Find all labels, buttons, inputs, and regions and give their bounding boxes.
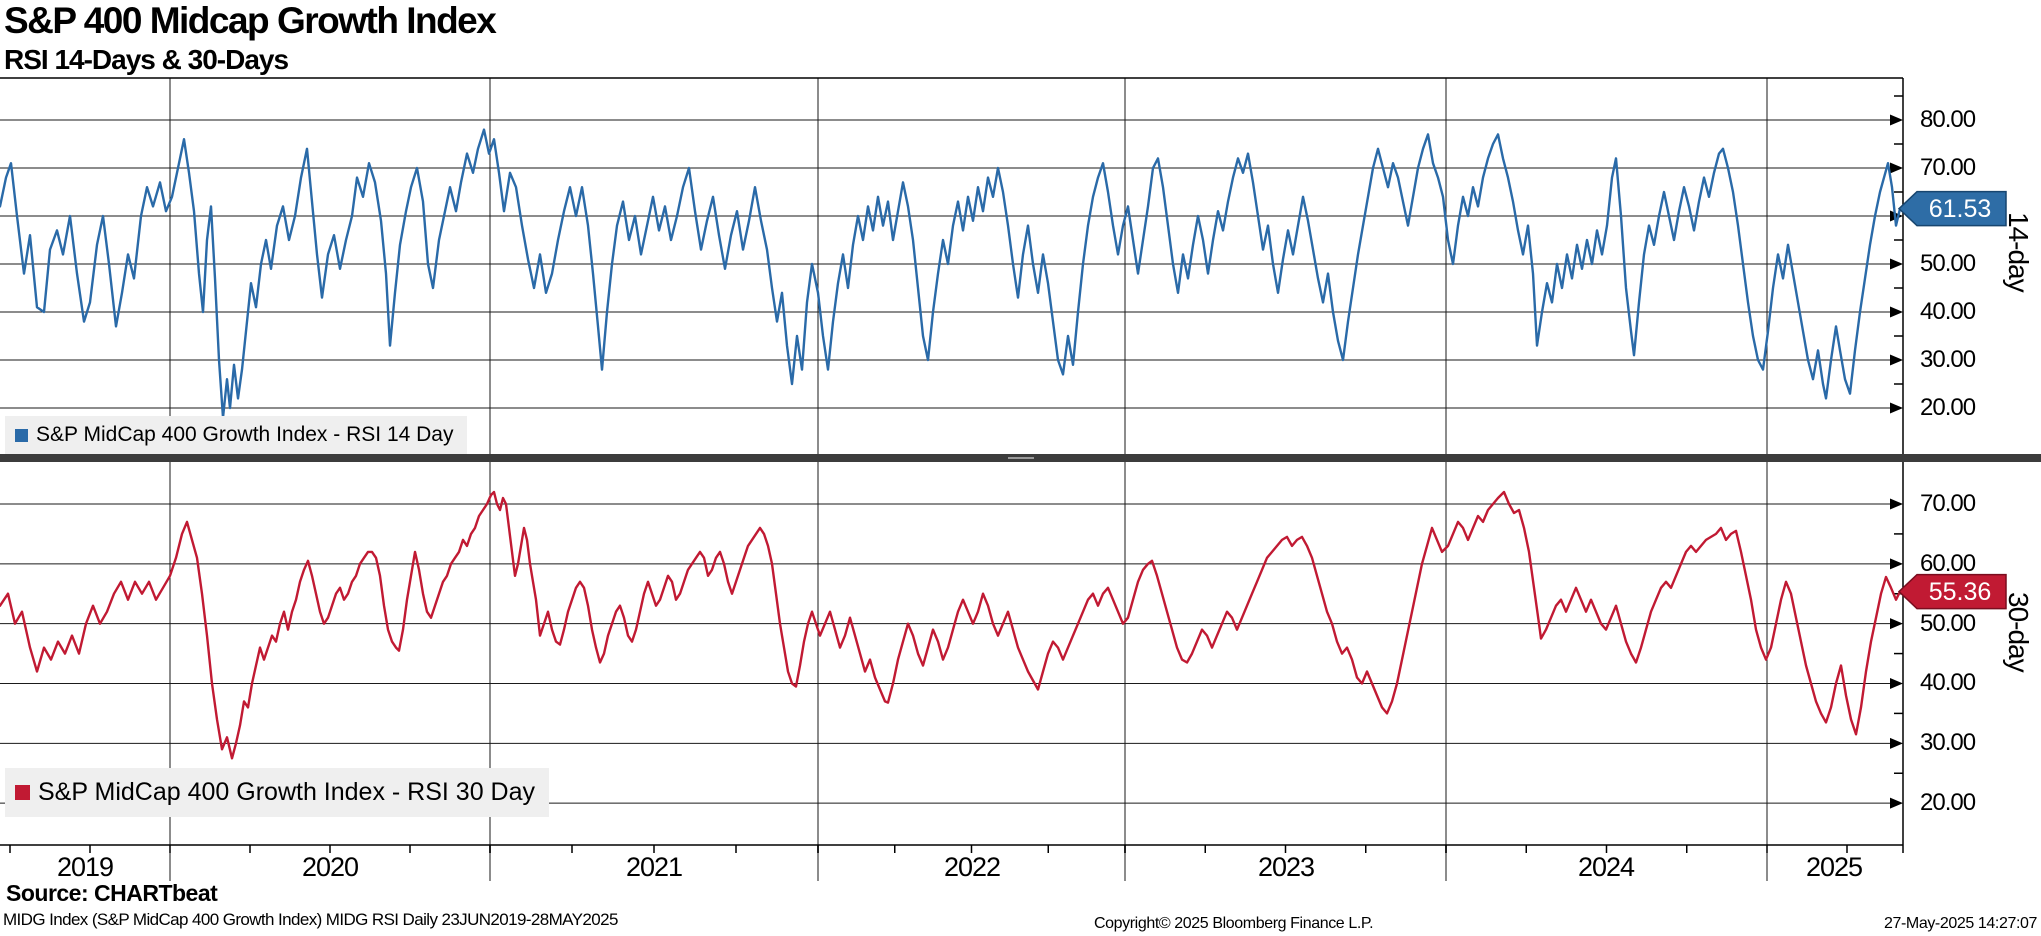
y-tick-label: 60.00 xyxy=(1920,549,1976,577)
axes xyxy=(0,77,1904,853)
badge-value-text: 61.53 xyxy=(1929,195,1992,223)
copyright-text: Copyright© 2025 Bloomberg Finance L.P. xyxy=(1094,915,1374,932)
legend-label: S&P MidCap 400 Growth Index - RSI 30 Day xyxy=(38,778,535,806)
y-tick-label: 20.00 xyxy=(1920,789,1976,817)
y-tick-label: 70.00 xyxy=(1920,154,1976,181)
page-subtitle: RSI 14-Days & 30-Days xyxy=(4,44,289,75)
axis-arrow-icon xyxy=(1890,498,1903,510)
axis-arrow-icon xyxy=(1890,797,1903,809)
legend-swatch-red-icon xyxy=(15,785,30,800)
chart-description: MIDG Index (S&P MidCap 400 Growth Index)… xyxy=(3,910,618,929)
legend-rsi-14-day[interactable]: S&P MidCap 400 Growth Index - RSI 14 Day xyxy=(5,416,468,454)
axis-arrow-icon xyxy=(1890,258,1903,270)
y-tick-label: 20.00 xyxy=(1920,394,1976,421)
axis-arrow-icon xyxy=(1890,737,1903,749)
x-year-label: 2022 xyxy=(943,852,1001,882)
rsi-30-day-line xyxy=(0,490,1902,760)
y-tick-label: 50.00 xyxy=(1920,250,1976,277)
axis-arrow-icon xyxy=(1890,354,1903,366)
x-year-label: 2020 xyxy=(301,852,359,882)
axis-arrow-icon xyxy=(1890,210,1903,222)
axis-arrow-icon xyxy=(1890,677,1903,689)
gridlines xyxy=(0,78,1893,881)
x-year-label: 2023 xyxy=(1257,852,1315,882)
axis-arrow-icon xyxy=(1890,306,1903,318)
x-year-label: 2024 xyxy=(1577,852,1635,882)
last-value-badges: 61.53 55.36 xyxy=(1897,190,2007,610)
axis-arrow-icon xyxy=(1890,402,1903,414)
y-tick-label: 80.00 xyxy=(1920,106,1976,133)
page-title: S&P 400 Midcap Growth Index xyxy=(4,0,497,41)
badge-rsi14-last-value xyxy=(1897,190,2007,227)
axis-arrow-icon xyxy=(1890,618,1903,630)
axis-arrow-icon xyxy=(1890,162,1903,174)
y-tick-label: 50.00 xyxy=(1920,609,1976,637)
source-text: Source: CHARTbeat xyxy=(6,880,218,906)
y-tick-label: 40.00 xyxy=(1920,298,1976,325)
axis-title-30-day: 30-day xyxy=(2003,592,2034,672)
timestamp-text: 27-May-2025 14:27:07 xyxy=(1883,915,2037,932)
legend-rsi-30-day[interactable]: S&P MidCap 400 Growth Index - RSI 30 Day xyxy=(5,768,549,817)
rsi-14-day-line xyxy=(0,128,1902,419)
x-year-label: 2021 xyxy=(625,852,683,882)
legend-label: S&P MidCap 400 Growth Index - RSI 14 Day xyxy=(36,423,454,446)
y-tick-label: 40.00 xyxy=(1920,669,1976,697)
separator-grip-icon[interactable] xyxy=(1008,457,1034,459)
badge-rsi30-last-value xyxy=(1897,573,2007,610)
axis-arrow-icon xyxy=(1890,114,1903,126)
x-year-label: 2019 xyxy=(56,852,114,882)
series-lines xyxy=(0,128,1902,760)
x-year-label: 2025 xyxy=(1805,852,1863,882)
axis-title-14-day: 14-day xyxy=(2003,212,2034,292)
y-tick-label: 70.00 xyxy=(1920,490,1976,517)
y-tick-label: 30.00 xyxy=(1920,346,1976,373)
badge-value-text: 55.36 xyxy=(1929,578,1992,606)
y-tick-label: 30.00 xyxy=(1920,729,1976,757)
legend-swatch-blue-icon xyxy=(15,428,28,442)
axis-arrow-icon xyxy=(1890,558,1903,570)
